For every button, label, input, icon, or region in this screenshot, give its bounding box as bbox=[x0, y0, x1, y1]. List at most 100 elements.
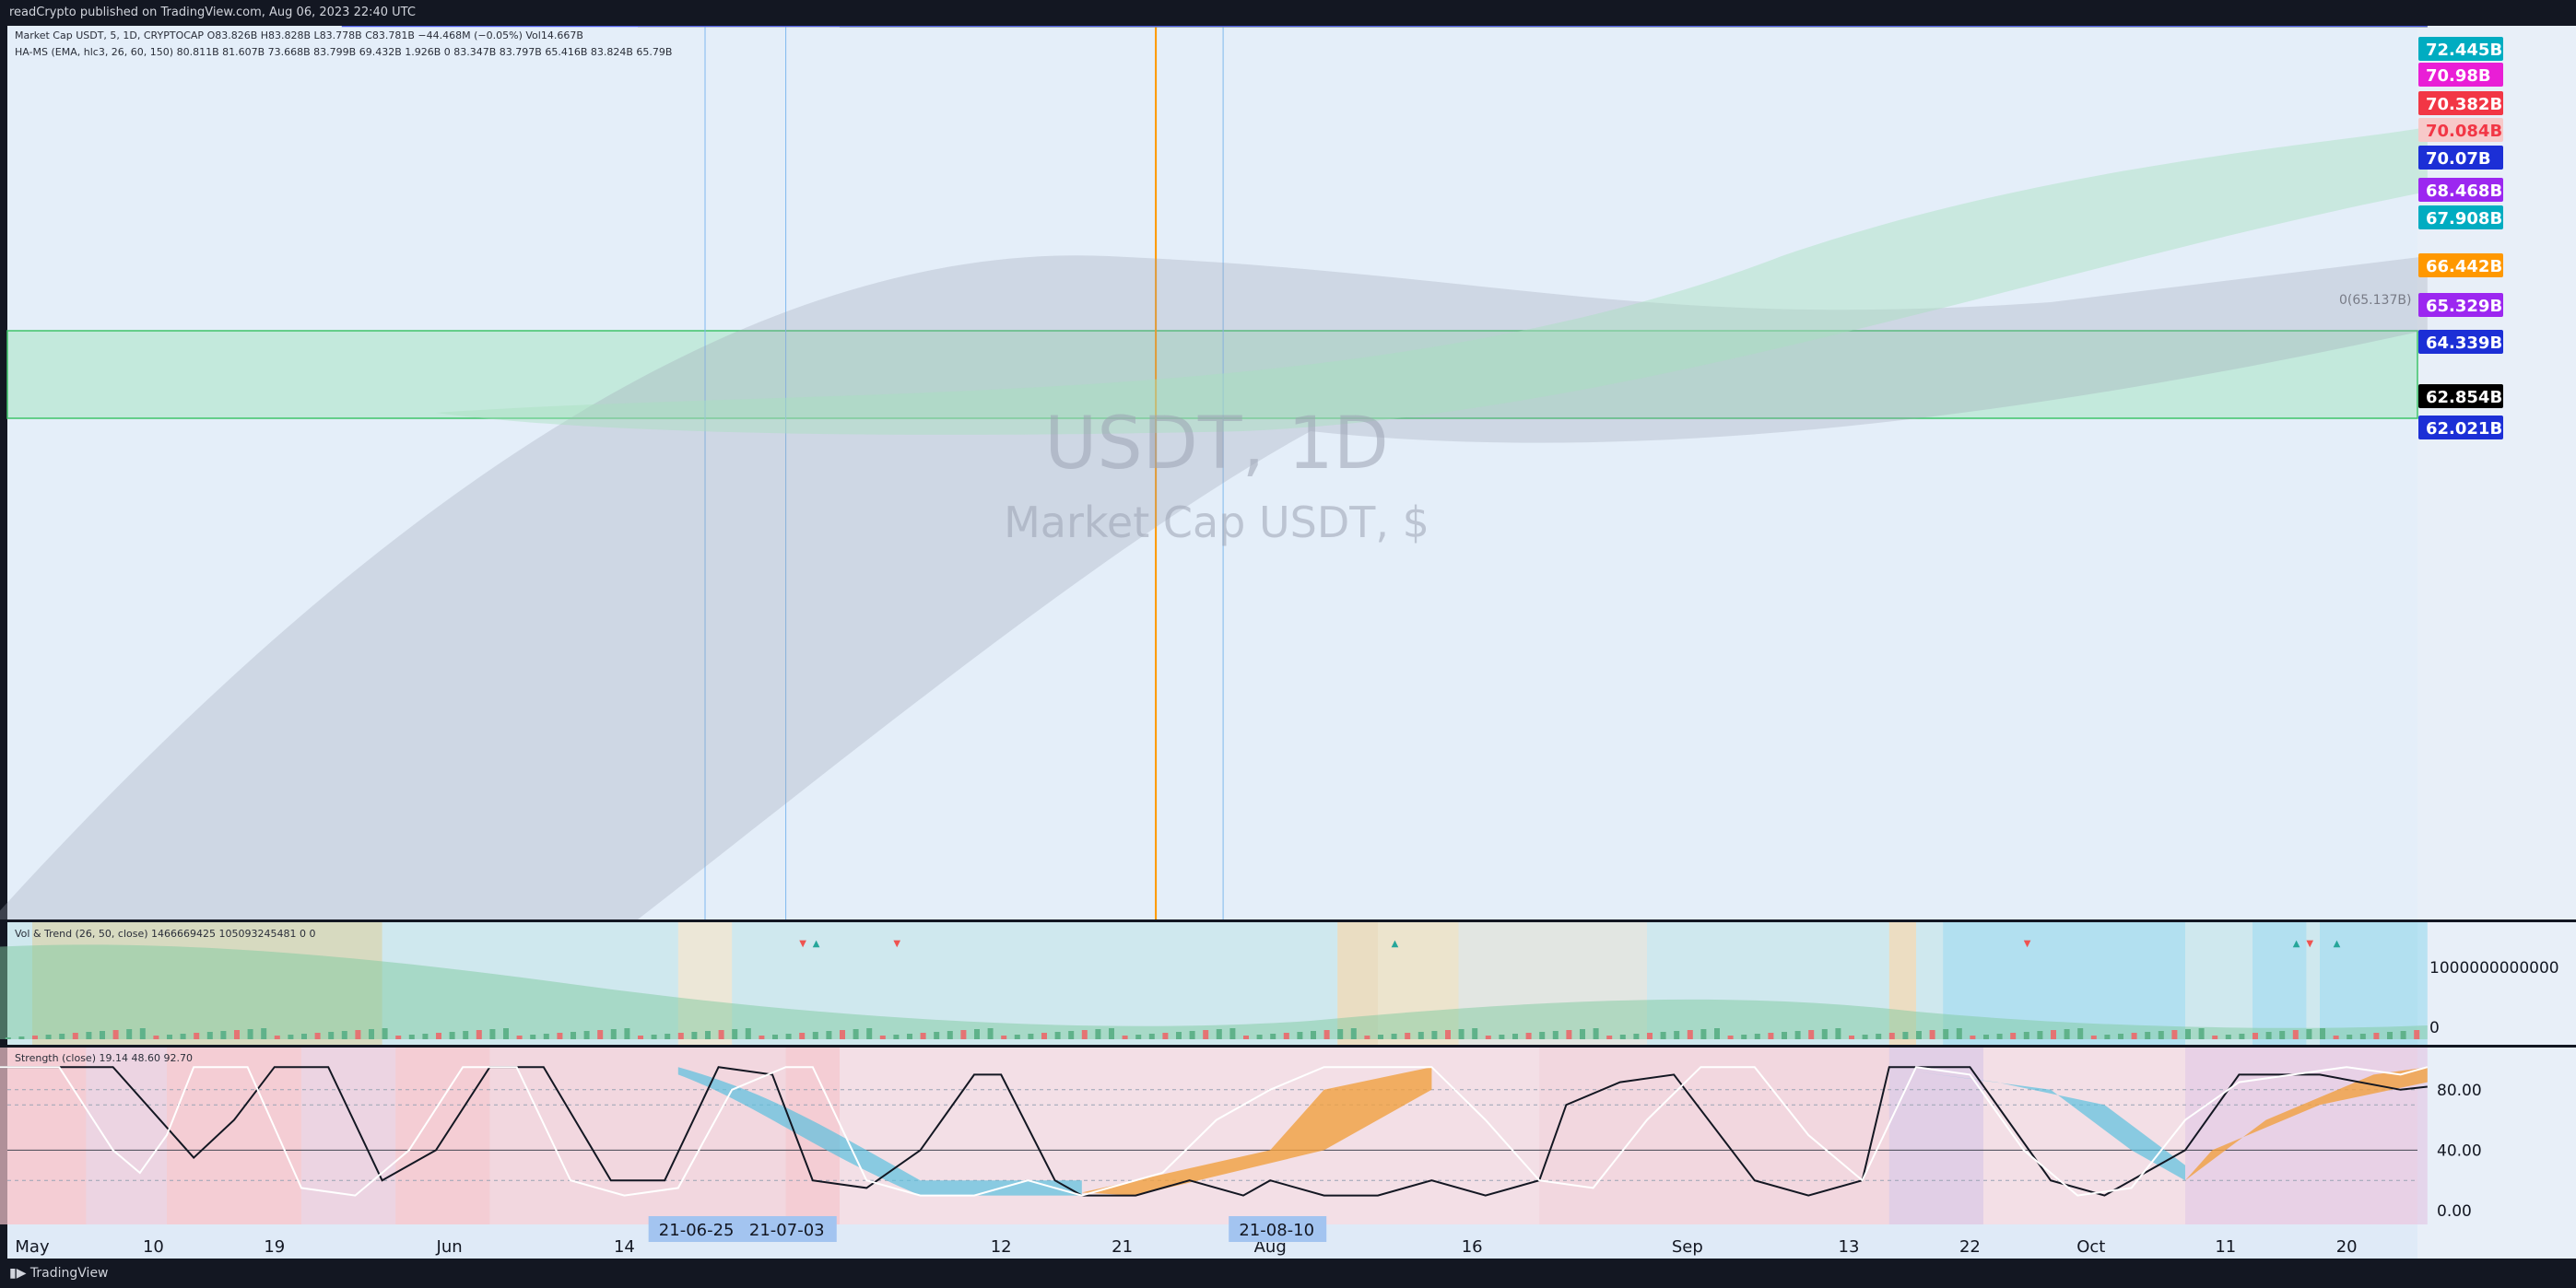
volume-bar bbox=[1135, 1035, 1142, 1039]
strength-orange-fill bbox=[1081, 1067, 1432, 1196]
volume-bar bbox=[32, 1036, 38, 1039]
volume-bar bbox=[126, 1029, 133, 1039]
strength-band bbox=[301, 1048, 396, 1224]
volume-bar bbox=[2265, 1032, 2272, 1039]
volume-bar bbox=[1674, 1031, 1680, 1039]
price-label-text: 70.07B bbox=[2426, 149, 2491, 169]
volume-bar bbox=[1566, 1030, 1572, 1039]
vol-tick: 0 bbox=[2429, 1019, 2440, 1037]
volume-bar bbox=[759, 1036, 765, 1039]
volume-bar bbox=[100, 1031, 105, 1039]
strength-band bbox=[1888, 1048, 1983, 1224]
volume-bar bbox=[947, 1031, 953, 1039]
price-chart[interactable]: ▼ ▲ ▼ ▲ ▼ ▲ ▼ ▲ USDT, 1D Market Cap USDT, $ Mar… bbox=[0, 26, 2576, 1259]
volume-bar bbox=[2198, 1028, 2205, 1039]
volume-bar bbox=[745, 1028, 751, 1039]
grey-cloud bbox=[0, 255, 2428, 919]
volume-bar bbox=[2010, 1033, 2017, 1039]
volume-bar bbox=[879, 1036, 886, 1039]
volume-bar bbox=[1054, 1032, 1061, 1039]
green-cloud bbox=[436, 127, 2428, 435]
volume-bar bbox=[530, 1035, 536, 1039]
strength-tick: 40.00 bbox=[2437, 1142, 2482, 1160]
watermark-name: Market Cap USDT, $ bbox=[1004, 498, 1429, 547]
price-label-box[interactable] bbox=[2418, 37, 2503, 61]
volume-bar bbox=[570, 1032, 576, 1039]
price-label-box[interactable] bbox=[2418, 178, 2503, 202]
volume-bar bbox=[1270, 1034, 1276, 1039]
price-label-box[interactable] bbox=[2418, 293, 2503, 317]
volume-bar bbox=[86, 1032, 92, 1039]
indicator-fills: ▼ ▲ ▼ ▲ ▼ ▲ ▼ ▲ bbox=[0, 127, 2428, 1224]
legend-ha-ms: HA-MS (EMA, hlc3, 26, 60, 150) 80.811B 8… bbox=[15, 46, 672, 58]
date-marker-box bbox=[738, 1216, 837, 1242]
strength-orange-fill bbox=[2185, 1067, 2428, 1181]
volume-bar bbox=[1311, 1031, 1316, 1039]
tradingview-logo-icon: ▮▶ bbox=[9, 1266, 30, 1281]
price-label-box[interactable] bbox=[2418, 384, 2503, 408]
strength-band bbox=[86, 1048, 167, 1224]
price-label-box[interactable] bbox=[2418, 253, 2503, 277]
price-label-text: 68.468B bbox=[2426, 181, 2502, 201]
volume-bar bbox=[1888, 1033, 1895, 1039]
date-marker-box bbox=[648, 1216, 747, 1242]
volume-bar bbox=[503, 1028, 509, 1039]
price-label-box[interactable] bbox=[2418, 330, 2503, 354]
trend-arrow: ▼ bbox=[2024, 939, 2031, 949]
volume-bar bbox=[369, 1029, 374, 1039]
volume-bar bbox=[2023, 1032, 2029, 1039]
footer-brand-text: TradingView bbox=[29, 1266, 109, 1281]
volume-bar bbox=[866, 1028, 873, 1039]
volume-bar bbox=[1862, 1035, 1868, 1039]
volume-bar bbox=[1876, 1034, 1882, 1039]
volume-bar bbox=[1970, 1036, 1976, 1039]
price-label-box[interactable] bbox=[2418, 146, 2503, 170]
volume-bar bbox=[1417, 1032, 1424, 1039]
volume-bar bbox=[194, 1033, 200, 1039]
volume-bar bbox=[314, 1033, 321, 1039]
volume-bar bbox=[1229, 1028, 1236, 1039]
price-label-box[interactable] bbox=[2418, 91, 2503, 115]
price-label-box[interactable] bbox=[2418, 118, 2503, 142]
date-marker-text: 21-08-10 bbox=[1239, 1221, 1314, 1240]
volume-bar bbox=[2131, 1033, 2137, 1039]
volume-bar bbox=[853, 1029, 859, 1039]
volume-bar bbox=[1916, 1031, 1922, 1039]
volume-bar bbox=[1014, 1035, 1020, 1039]
time-tick: May bbox=[15, 1237, 50, 1257]
indicator-lines bbox=[0, 26, 2429, 1197]
price-label-box[interactable] bbox=[2418, 63, 2503, 87]
volume-bar bbox=[1081, 1030, 1088, 1039]
strength-cyan-fill bbox=[677, 1067, 1082, 1196]
volume-bar bbox=[476, 1030, 482, 1039]
trend-arrow: ▼ bbox=[893, 939, 900, 949]
volume-bar bbox=[1849, 1036, 1854, 1039]
volume-bar bbox=[651, 1035, 657, 1039]
volume-bar bbox=[2077, 1028, 2084, 1039]
volume-bar bbox=[234, 1030, 240, 1039]
volume-bar bbox=[1243, 1036, 1249, 1039]
price-label-text: 70.382B bbox=[2426, 95, 2502, 114]
price-label-text: 70.98B bbox=[2426, 66, 2491, 86]
volume-bar bbox=[1580, 1029, 1585, 1039]
volume-bar bbox=[45, 1035, 52, 1039]
price-label-box[interactable] bbox=[2418, 416, 2503, 439]
volume-bar bbox=[112, 1030, 119, 1039]
watermark-symbol: USDT, 1D bbox=[1044, 403, 1389, 486]
volume-bar bbox=[288, 1035, 294, 1039]
price-axis-labels[interactable]: 72.445B 70.98B 70.382B 70.084B 70.07B 68.468B… bbox=[2418, 37, 2503, 439]
time-tick: Jun bbox=[436, 1237, 463, 1257]
volume-bar bbox=[665, 1034, 671, 1039]
vol-band bbox=[2320, 922, 2428, 1045]
volume-bar bbox=[934, 1032, 940, 1039]
time-tick: 16 bbox=[1462, 1237, 1483, 1257]
volume-bar bbox=[328, 1032, 335, 1039]
volume-bar bbox=[1068, 1031, 1075, 1039]
trend-arrow: ▲ bbox=[1392, 939, 1399, 949]
trend-arrow: ▲ bbox=[2293, 939, 2300, 949]
volume-bar bbox=[261, 1028, 267, 1039]
price-label-box[interactable] bbox=[2418, 205, 2503, 229]
volume-bar bbox=[543, 1034, 549, 1039]
volume-bar bbox=[2279, 1031, 2286, 1039]
volume-bar bbox=[1001, 1036, 1007, 1039]
